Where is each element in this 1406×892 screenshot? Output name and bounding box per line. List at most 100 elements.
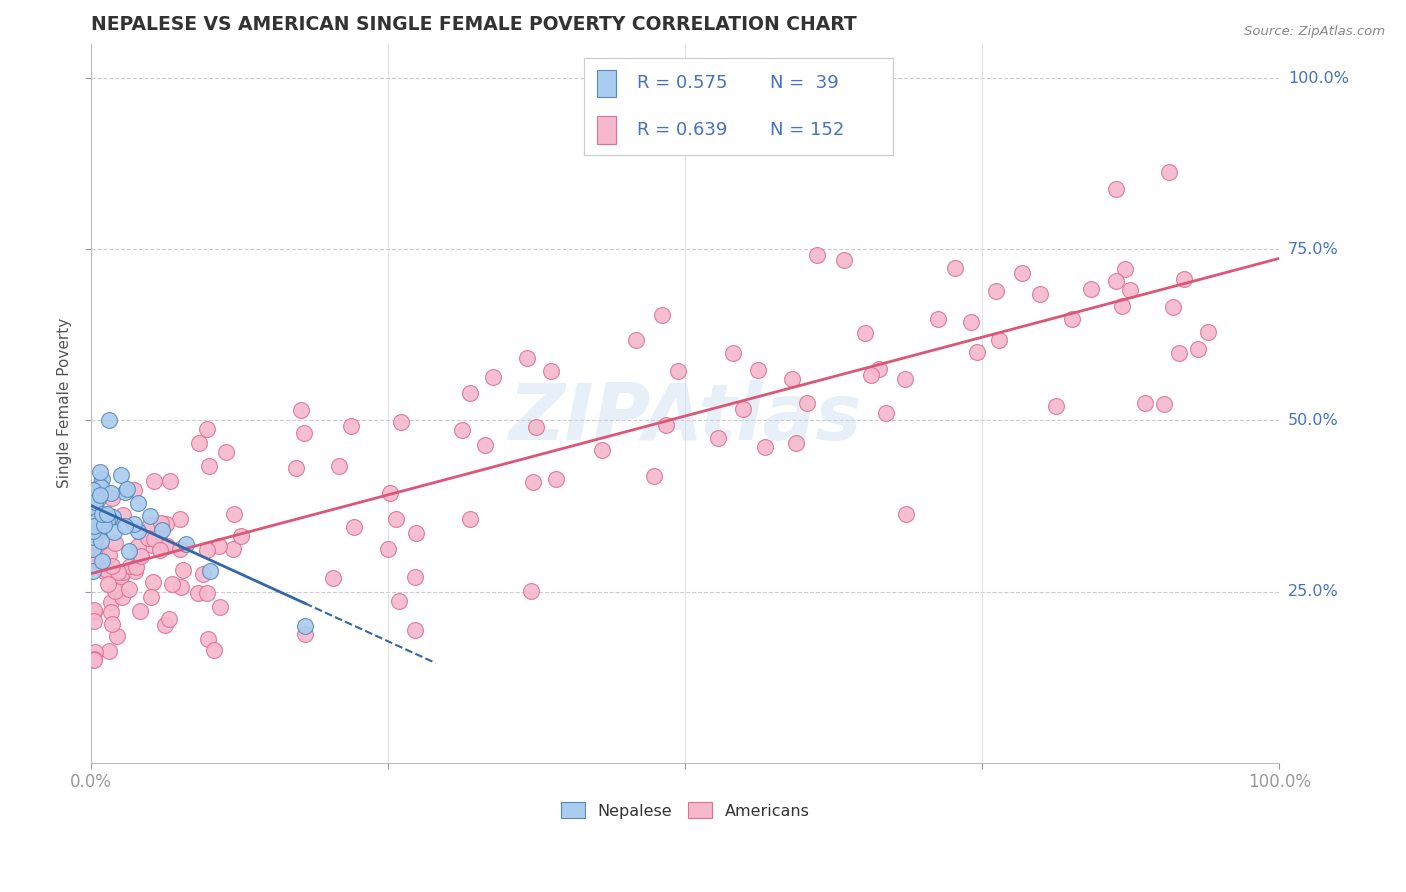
Text: 25.0%: 25.0%: [1288, 584, 1339, 599]
Point: [82, 564, 104, 578]
Point: [153, 617, 176, 632]
Point: [155, 539, 177, 553]
Point: [592, 442, 614, 457]
Point: [785, 436, 807, 450]
Point: [1157, 165, 1180, 179]
Point: [747, 362, 769, 376]
Point: [149, 543, 172, 558]
Point: [129, 549, 152, 564]
Point: [191, 566, 214, 581]
Legend: Nepalese, Americans: Nepalese, Americans: [553, 794, 818, 827]
Point: [148, 528, 170, 542]
Point: [721, 346, 744, 360]
Text: Source: ZipAtlas.com: Source: ZipAtlas.com: [1244, 25, 1385, 38]
Point: [172, 563, 194, 577]
Point: [1133, 396, 1156, 410]
Point: [139, 509, 162, 524]
Point: [666, 364, 689, 378]
Point: [195, 586, 218, 600]
Point: [83, 494, 105, 508]
Point: [111, 591, 134, 605]
Point: [82, 530, 104, 544]
Point: [83, 652, 105, 666]
Point: [378, 485, 401, 500]
Point: [125, 560, 148, 574]
Point: [169, 542, 191, 557]
Point: [97, 413, 120, 427]
Point: [624, 333, 647, 347]
Point: [643, 469, 665, 483]
Point: [806, 248, 828, 262]
Point: [202, 643, 225, 657]
Point: [404, 623, 426, 637]
Point: [83, 653, 105, 667]
Point: [960, 316, 983, 330]
Point: [894, 508, 917, 522]
Point: [651, 309, 673, 323]
Point: [89, 547, 111, 561]
Point: [229, 529, 252, 543]
Text: 75.0%: 75.0%: [1288, 242, 1339, 257]
Point: [1197, 325, 1219, 339]
Point: [927, 312, 949, 326]
Point: [322, 571, 344, 585]
Point: [159, 474, 181, 488]
Point: [197, 632, 219, 646]
Point: [187, 586, 209, 600]
Point: [84, 514, 107, 528]
Point: [110, 568, 132, 582]
Point: [124, 483, 146, 497]
Point: [1105, 182, 1128, 196]
Point: [107, 565, 129, 579]
Point: [101, 510, 124, 524]
Point: [875, 406, 897, 420]
Point: [127, 524, 149, 538]
Point: [115, 482, 138, 496]
Point: [1118, 283, 1140, 297]
Point: [124, 564, 146, 578]
Point: [103, 525, 125, 540]
Point: [796, 396, 818, 410]
Point: [141, 538, 163, 552]
Point: [127, 495, 149, 509]
Point: [87, 527, 110, 541]
Point: [215, 445, 238, 459]
Point: [198, 458, 221, 473]
Point: [546, 472, 568, 486]
Point: [89, 523, 111, 537]
Point: [118, 544, 141, 558]
Point: [458, 385, 481, 400]
Point: [96, 507, 118, 521]
Point: [149, 516, 172, 530]
Point: [118, 582, 141, 596]
Point: [83, 534, 105, 549]
Point: [104, 583, 127, 598]
Point: [93, 565, 115, 579]
Point: [1029, 287, 1052, 301]
Point: [142, 474, 165, 488]
Point: [122, 517, 145, 532]
Point: [524, 419, 547, 434]
Text: 50.0%: 50.0%: [1288, 413, 1339, 428]
Point: [86, 505, 108, 519]
Point: [139, 590, 162, 604]
Point: [1045, 399, 1067, 413]
Point: [832, 253, 855, 268]
Point: [1111, 299, 1133, 313]
Point: [404, 570, 426, 584]
Point: [389, 415, 412, 429]
Point: [522, 475, 544, 490]
Point: [754, 440, 776, 454]
Point: [170, 580, 193, 594]
Point: [294, 627, 316, 641]
Point: [83, 605, 105, 619]
Point: [96, 515, 118, 529]
Point: [1153, 397, 1175, 411]
Point: [96, 564, 118, 578]
Point: [290, 402, 312, 417]
Point: [340, 419, 363, 434]
Point: [1161, 300, 1184, 314]
Point: [966, 344, 988, 359]
Point: [385, 512, 408, 526]
Point: [89, 465, 111, 479]
